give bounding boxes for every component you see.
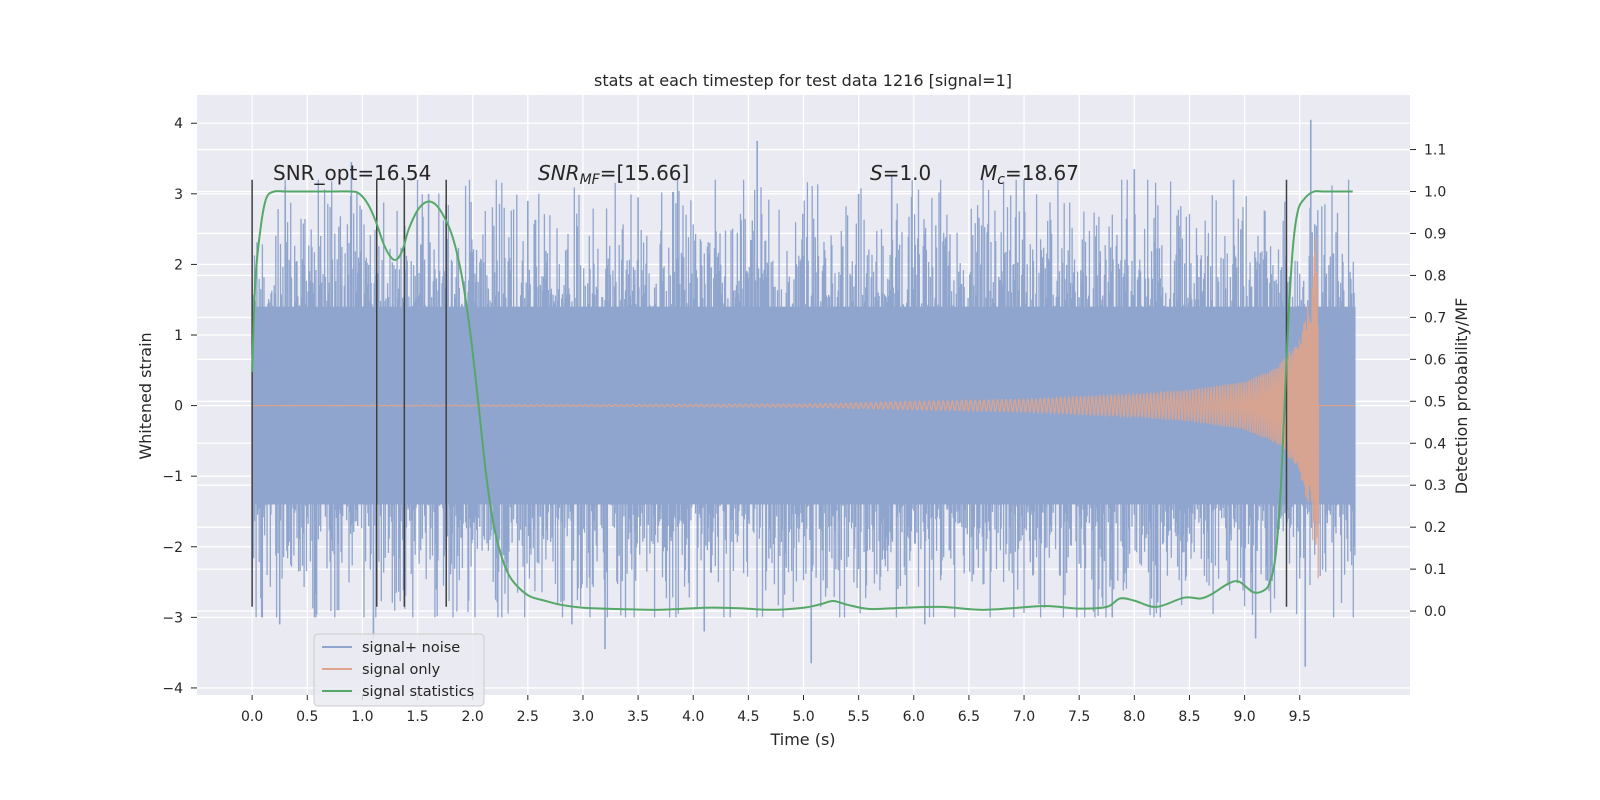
y-right-tick-labels: 0.0 0.1 0.2 0.3 0.4 0.5 0.6 0.7 0.8 0.9 1.0 1.1 xyxy=(1410,143,1446,620)
y-right-tick-label-7: 0.7 xyxy=(1424,310,1446,326)
window-markers xyxy=(251,179,1288,607)
y-axis-label: Whitened strain xyxy=(136,332,155,459)
x-tick-label-11: 5.5 xyxy=(848,709,870,725)
x-tick-label-5: 2.5 xyxy=(517,709,539,725)
statistics-trace xyxy=(251,190,1353,611)
y-right-tick-label-6: 0.6 xyxy=(1424,352,1446,368)
x-tick-label-10: 5.0 xyxy=(792,709,814,725)
x-tick-labels: 0.0 0.5 1.0 1.5 2.0 2.5 3.0 3.5 4.0 4.5 5.0 5.5 6.0 6… xyxy=(241,695,1311,725)
annotation-mc-value: =18.67 xyxy=(1005,161,1079,185)
x-tick-label-15: 7.5 xyxy=(1068,709,1090,725)
x-tick-label-13: 6.5 xyxy=(958,709,980,725)
y-right-tick-label-5: 0.5 xyxy=(1424,394,1446,410)
x-axis-label: Time (s) xyxy=(769,730,835,749)
y-right-tick-label-9: 0.9 xyxy=(1424,226,1446,242)
x-tick-label-7: 3.5 xyxy=(627,709,649,725)
annotation-snr-mf-value: =[15.66] xyxy=(600,161,690,185)
annotation-s-symbol: S xyxy=(870,161,883,185)
x-tick-label-9: 4.5 xyxy=(737,709,759,725)
x-tick-label-4: 2.0 xyxy=(462,709,484,725)
annotation-snr-opt: SNR_opt=16.54 xyxy=(273,161,431,185)
annotation-mc-symbol: M xyxy=(980,161,997,185)
legend-label-signal-only: signal only xyxy=(362,662,441,678)
y-right-tick-label-3: 0.3 xyxy=(1424,478,1446,494)
legend-label-signal-noise: signal+ noise xyxy=(362,640,460,656)
annotation-mc-subscript: c xyxy=(997,172,1005,188)
signal-series xyxy=(252,236,1355,579)
x-tick-label-12: 6.0 xyxy=(903,709,925,725)
annotation-s-value: =1.0 xyxy=(883,161,932,185)
y-right-tick-label-1: 0.1 xyxy=(1424,562,1446,578)
x-tick-label-6: 3.0 xyxy=(572,709,594,725)
chart-title: stats at each timestep for test data 121… xyxy=(594,71,1012,90)
y-tick-label-2: −2 xyxy=(162,540,183,556)
y-tick-label-7: 3 xyxy=(174,187,183,203)
x-tick-label-14: 7.0 xyxy=(1013,709,1035,725)
x-tick-label-1: 0.5 xyxy=(296,709,318,725)
y-right-tick-label-0: 0.0 xyxy=(1424,604,1446,620)
annotation-snr-mf: SNRMF=[15.66] xyxy=(538,161,689,188)
x-tick-label-19: 9.5 xyxy=(1289,709,1311,725)
y-tick-label-3: −1 xyxy=(162,469,183,485)
y-tick-label-1: −3 xyxy=(162,610,183,626)
statistics-series xyxy=(251,190,1353,611)
signal-trace xyxy=(252,236,1355,579)
x-tick-label-16: 8.0 xyxy=(1123,709,1145,725)
annotation-snr-mf-symbol: SNR xyxy=(538,161,580,185)
annotation-snr-mf-subscript: MF xyxy=(580,172,601,188)
x-tick-label-3: 1.5 xyxy=(406,709,428,725)
y-right-tick-label-4: 0.4 xyxy=(1424,436,1446,452)
legend-box xyxy=(313,633,485,707)
y-right-tick-label-8: 0.8 xyxy=(1424,268,1446,284)
y-right-axis-label: Detection probability/MF xyxy=(1452,298,1471,495)
x-tick-label-18: 9.0 xyxy=(1233,709,1255,725)
y-right-tick-label-2: 0.2 xyxy=(1424,520,1446,536)
x-tick-label-2: 1.0 xyxy=(351,709,373,725)
y-tick-labels: −4 −3 −2 −1 0 1 2 3 4 xyxy=(162,116,197,697)
legend-label-signal-statistics: signal statistics xyxy=(362,684,474,700)
y-right-tick-label-11: 1.1 xyxy=(1424,143,1446,159)
legend: signal+ noise signal only signal statist… xyxy=(313,633,485,707)
y-tick-label-0: −4 xyxy=(162,681,183,697)
x-tick-label-17: 8.5 xyxy=(1178,709,1200,725)
annotation-s: S=1.0 xyxy=(870,161,931,185)
y-tick-label-4: 0 xyxy=(174,399,183,415)
y-tick-label-5: 1 xyxy=(174,328,183,344)
annotation-mc: Mc=18.67 xyxy=(980,161,1079,188)
y-tick-label-6: 2 xyxy=(174,257,183,273)
x-tick-label-8: 4.0 xyxy=(682,709,704,725)
y-right-tick-label-10: 1.0 xyxy=(1424,185,1446,201)
x-tick-label-0: 0.0 xyxy=(241,709,263,725)
y-tick-label-8: 4 xyxy=(174,116,183,132)
